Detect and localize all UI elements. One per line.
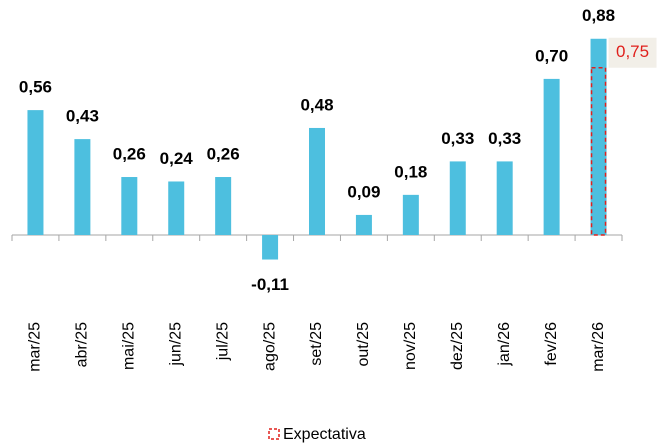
bar (215, 177, 232, 235)
data-label: 0,48 (300, 95, 333, 114)
data-label: 0,88 (582, 6, 615, 25)
data-label: 0,26 (113, 145, 146, 164)
bar (168, 181, 185, 235)
x-tick-label: dez/25 (449, 322, 466, 370)
x-tick-label: jan/26 (496, 322, 513, 367)
x-tick-label: ago/25 (261, 322, 278, 371)
x-tick-label: jul/25 (214, 322, 231, 361)
x-tick-label: mar/26 (590, 322, 607, 372)
bar (355, 214, 372, 235)
bar (449, 161, 466, 235)
x-tick-label: abr/25 (74, 322, 91, 367)
expectation-label: 0,75 (616, 42, 649, 61)
legend-swatch (268, 428, 280, 440)
bar (543, 78, 560, 236)
x-tick-label: jun/25 (167, 322, 184, 367)
expectation-label-bg (608, 37, 657, 68)
data-label: 0,33 (441, 129, 474, 148)
bar (74, 139, 91, 235)
x-tick-label: set/25 (308, 322, 325, 366)
expectation-box (590, 67, 607, 236)
data-label: 0,26 (207, 145, 240, 164)
bar (309, 127, 325, 235)
legend-label: Expectativa (283, 426, 366, 443)
data-label: 0,33 (488, 129, 521, 148)
data-label: 0,70 (535, 46, 568, 65)
data-label: 0,24 (160, 149, 194, 168)
bar (121, 177, 138, 235)
x-tick-label: mar/25 (27, 322, 44, 372)
data-label: -0,11 (251, 275, 289, 294)
bar (590, 38, 607, 236)
x-tick-label: nov/25 (402, 322, 419, 370)
data-label: 0,43 (66, 107, 99, 126)
x-tick-label: out/25 (355, 322, 372, 367)
bar (27, 110, 44, 235)
data-label: 0,09 (347, 182, 380, 201)
bar (496, 161, 513, 235)
bar (262, 235, 279, 260)
bar (402, 194, 419, 235)
x-tick-label: mai/25 (121, 322, 138, 370)
x-tick-label: fev/26 (543, 322, 560, 366)
data-label: 0,18 (394, 162, 427, 181)
data-label: 0,56 (19, 78, 52, 97)
